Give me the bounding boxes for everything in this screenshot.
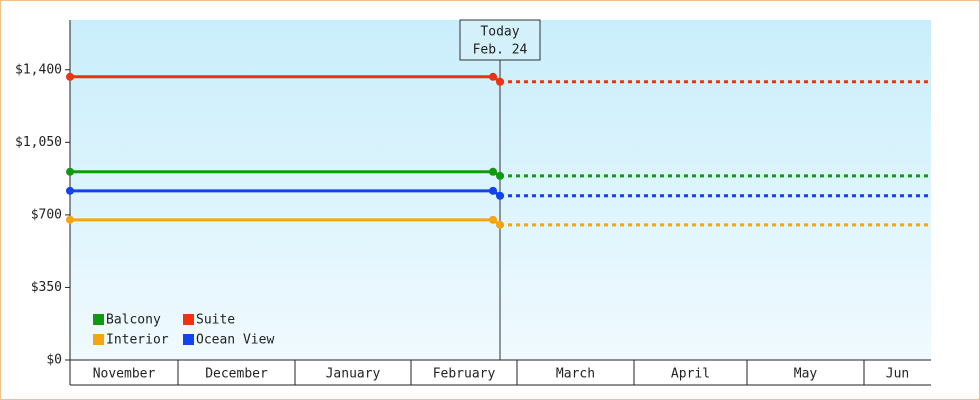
legend-swatch (93, 334, 104, 345)
x-tick-label: Jun (886, 367, 909, 382)
legend-label: Balcony (106, 313, 161, 328)
y-tick-label: $350 (31, 280, 62, 295)
point (496, 77, 504, 86)
y-tick-label: $1,050 (15, 135, 62, 150)
point (496, 220, 504, 229)
legend-label: Suite (196, 313, 235, 328)
point (496, 171, 504, 180)
y-tick-label: $0 (46, 353, 62, 368)
legend-swatch (183, 314, 194, 325)
x-tick-label: February (433, 367, 496, 382)
point (489, 215, 497, 224)
legend-swatch (93, 314, 104, 325)
point (66, 186, 74, 195)
x-tick-label: January (326, 367, 381, 382)
point (489, 167, 497, 176)
x-tick-label: May (794, 367, 818, 382)
point (496, 191, 504, 200)
legend-label: Ocean View (196, 333, 274, 348)
today-date: Feb. 24 (473, 43, 528, 58)
x-tick-label: December (205, 367, 268, 382)
today-label: Today (480, 25, 519, 40)
point (489, 72, 497, 81)
y-tick-label: $700 (31, 207, 62, 222)
x-tick-label: November (93, 367, 156, 382)
point (66, 215, 74, 224)
legend-swatch (183, 334, 194, 345)
y-tick-label: $1,400 (15, 62, 62, 77)
today-box (459, 19, 541, 61)
point (489, 186, 497, 195)
point (66, 72, 74, 81)
legend-label: Interior (106, 333, 169, 348)
point (66, 167, 74, 176)
x-tick-label: March (556, 367, 595, 382)
x-tick-label: April (671, 367, 710, 382)
